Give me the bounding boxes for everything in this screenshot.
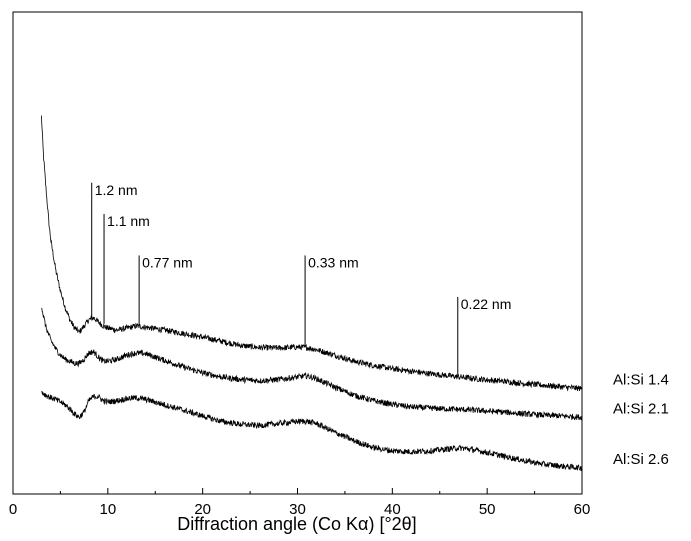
peak-label: 1.2 nm — [95, 182, 138, 198]
series-label: Al:Si 1.4 — [613, 372, 669, 389]
peak-label: 1.1 nm — [107, 213, 150, 229]
peak-label: 0.77 nm — [142, 254, 193, 270]
x-axis-ticks — [13, 488, 582, 494]
series-line — [41, 391, 582, 470]
series-labels: Al:Si 1.4 Al:Si 2.1 Al:Si 2.6 — [613, 372, 669, 468]
x-tick-label: 50 — [479, 501, 496, 518]
series-line — [41, 308, 582, 420]
x-tick-label: 60 — [574, 501, 591, 518]
series-layer — [41, 116, 582, 471]
x-tick-label: 10 — [99, 501, 116, 518]
peak-label: 0.22 nm — [461, 296, 512, 312]
x-tick-label: 0 — [9, 501, 17, 518]
x-axis-title: Diffraction angle (Co Kα) [°2θ] — [177, 514, 416, 534]
series-label: Al:Si 2.6 — [613, 451, 669, 468]
series-label: Al:Si 2.1 — [613, 400, 669, 417]
series-line — [41, 116, 582, 392]
peak-label: 0.33 nm — [308, 254, 359, 270]
